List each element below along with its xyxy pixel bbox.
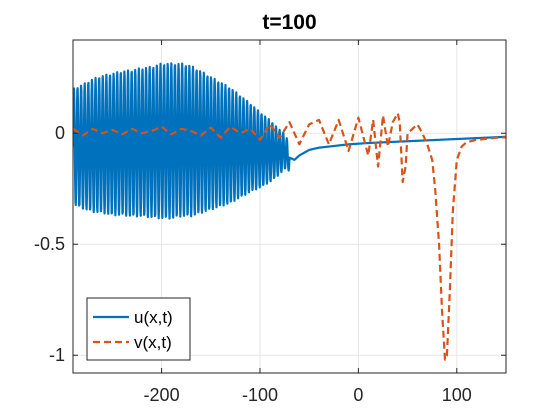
legend-label: v(x,t) xyxy=(134,333,172,352)
chart-title: t=100 xyxy=(262,11,316,34)
ticks: -200 -100 0 100 -1 -0.5 0 xyxy=(34,40,506,405)
series-layer xyxy=(73,62,506,361)
legend: u(x,t) v(x,t) xyxy=(86,297,191,361)
x-tick-label: -100 xyxy=(242,385,278,405)
series-line-v xyxy=(73,112,506,361)
x-tick-label: 100 xyxy=(442,385,472,405)
y-tick-label: 0 xyxy=(55,123,65,143)
legend-label: u(x,t) xyxy=(134,308,173,327)
legend-box xyxy=(86,297,191,361)
y-tick-label: -1 xyxy=(49,345,65,365)
series-line-u xyxy=(73,62,506,220)
x-tick-label: -200 xyxy=(144,385,180,405)
x-tick-label: 0 xyxy=(353,385,363,405)
axes-box xyxy=(72,39,507,374)
y-tick-label: -0.5 xyxy=(34,234,65,254)
